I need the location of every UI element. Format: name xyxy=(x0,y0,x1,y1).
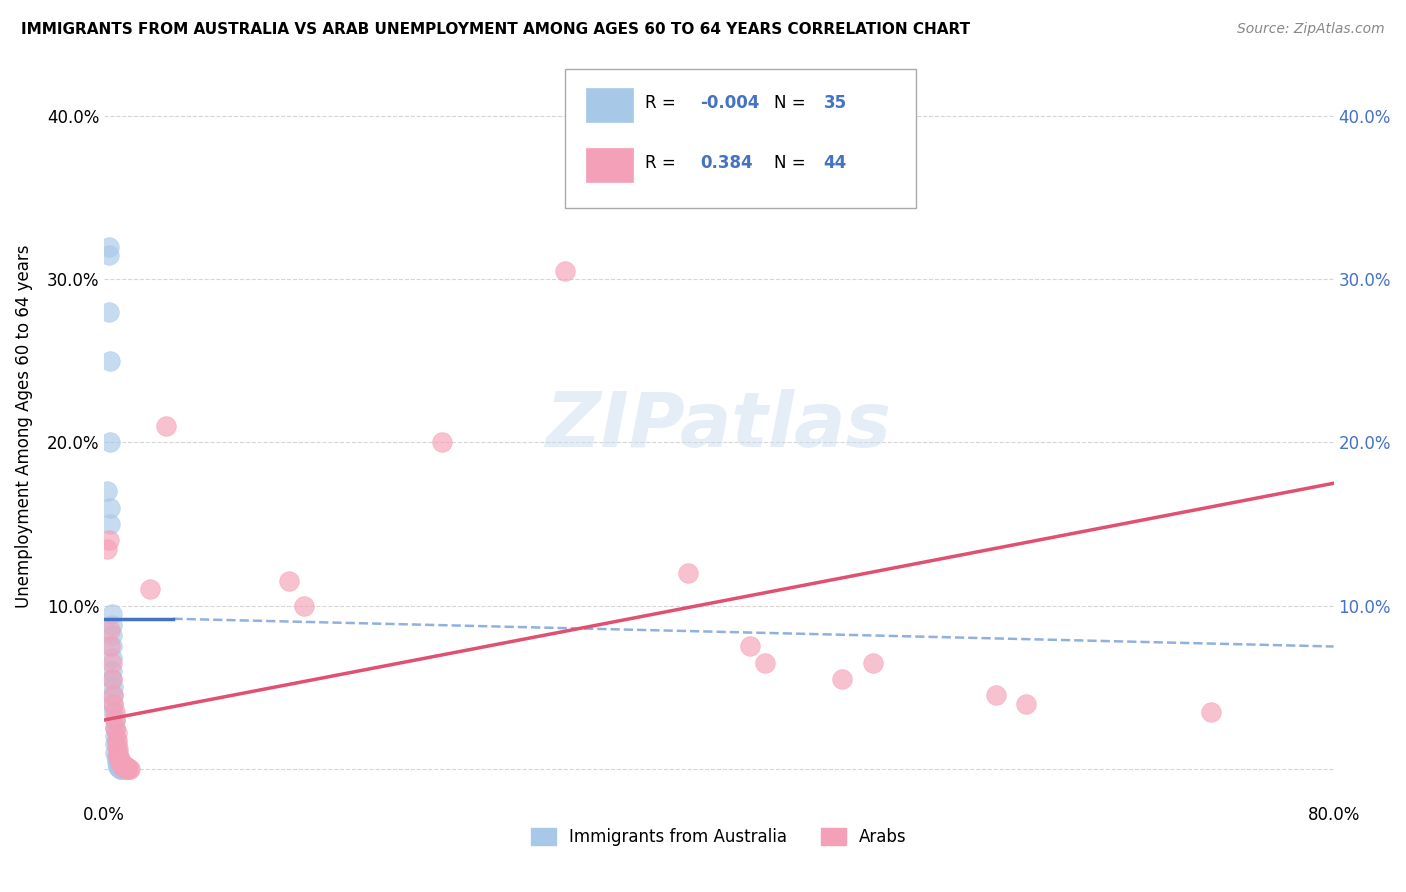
Point xyxy=(114,760,136,774)
Point xyxy=(111,760,134,774)
Text: IMMIGRANTS FROM AUSTRALIA VS ARAB UNEMPLOYMENT AMONG AGES 60 TO 64 YEARS CORRELA: IMMIGRANTS FROM AUSTRALIA VS ARAB UNEMPL… xyxy=(21,22,970,37)
Point xyxy=(105,752,128,766)
Point xyxy=(101,651,124,665)
Point xyxy=(117,762,139,776)
Text: ZIPatlas: ZIPatlas xyxy=(546,389,891,463)
Point xyxy=(139,582,162,597)
Point xyxy=(107,757,129,772)
Y-axis label: Unemployment Among Ages 60 to 64 years: Unemployment Among Ages 60 to 64 years xyxy=(15,244,32,607)
Point xyxy=(277,574,299,589)
Point xyxy=(101,656,124,670)
Text: Source: ZipAtlas.com: Source: ZipAtlas.com xyxy=(1237,22,1385,37)
Point xyxy=(104,713,127,727)
Point xyxy=(100,354,122,368)
Point xyxy=(101,672,124,686)
Point xyxy=(104,721,127,735)
Point xyxy=(101,618,124,632)
Point xyxy=(103,689,125,703)
Text: 44: 44 xyxy=(824,154,846,172)
Point xyxy=(108,762,131,776)
Point xyxy=(105,756,128,770)
Text: N =: N = xyxy=(775,95,811,112)
Point xyxy=(104,721,127,735)
Text: 0.384: 0.384 xyxy=(700,154,754,172)
Point xyxy=(120,762,142,776)
Point xyxy=(111,758,134,772)
FancyBboxPatch shape xyxy=(586,88,633,122)
Point xyxy=(112,762,135,776)
Point xyxy=(105,738,128,752)
Point xyxy=(97,248,120,262)
Point xyxy=(97,533,120,548)
Point xyxy=(862,656,884,670)
FancyBboxPatch shape xyxy=(586,148,633,182)
Point xyxy=(101,628,124,642)
FancyBboxPatch shape xyxy=(565,70,915,209)
Point xyxy=(100,640,122,654)
Point xyxy=(984,689,1007,703)
Point xyxy=(105,748,128,763)
Point xyxy=(108,754,131,768)
Point xyxy=(111,757,134,772)
Legend: Immigrants from Australia, Arabs: Immigrants from Australia, Arabs xyxy=(531,828,907,846)
Point xyxy=(676,566,699,580)
Text: N =: N = xyxy=(775,154,811,172)
Text: -0.004: -0.004 xyxy=(700,95,759,112)
Point xyxy=(96,541,118,556)
Point xyxy=(105,732,128,747)
Point xyxy=(108,752,131,766)
Point xyxy=(101,640,124,654)
Point xyxy=(107,758,129,772)
Text: 35: 35 xyxy=(824,95,846,112)
Point xyxy=(96,484,118,499)
Point xyxy=(103,705,125,719)
Point xyxy=(111,762,134,776)
Point xyxy=(100,435,122,450)
Point xyxy=(104,738,127,752)
Point xyxy=(103,697,125,711)
Point xyxy=(107,742,129,756)
Point xyxy=(1199,705,1222,719)
Point xyxy=(292,599,315,613)
Point xyxy=(118,762,141,776)
Point xyxy=(104,729,127,743)
Point xyxy=(104,705,127,719)
Point xyxy=(110,762,132,776)
Point xyxy=(117,762,139,776)
Point xyxy=(101,664,124,678)
Point xyxy=(104,713,127,727)
Point xyxy=(107,746,129,760)
Point xyxy=(97,305,120,319)
Point xyxy=(738,640,761,654)
Point xyxy=(108,756,131,770)
Point xyxy=(110,757,132,772)
Point xyxy=(112,760,135,774)
Point xyxy=(103,689,125,703)
Point xyxy=(831,672,853,686)
Point xyxy=(101,607,124,621)
Point xyxy=(107,748,129,763)
Point xyxy=(554,264,576,278)
Point xyxy=(155,419,177,434)
Point xyxy=(100,623,122,637)
Point xyxy=(100,517,122,532)
Point xyxy=(105,726,128,740)
Point xyxy=(1015,697,1038,711)
Point xyxy=(97,239,120,253)
Point xyxy=(101,672,124,686)
Point xyxy=(104,746,127,760)
Text: R =: R = xyxy=(645,154,681,172)
Point xyxy=(754,656,776,670)
Text: R =: R = xyxy=(645,95,681,112)
Point xyxy=(107,760,129,774)
Point xyxy=(103,697,125,711)
Point xyxy=(432,435,454,450)
Point xyxy=(103,681,125,695)
Point xyxy=(100,500,122,515)
Point xyxy=(117,760,139,774)
